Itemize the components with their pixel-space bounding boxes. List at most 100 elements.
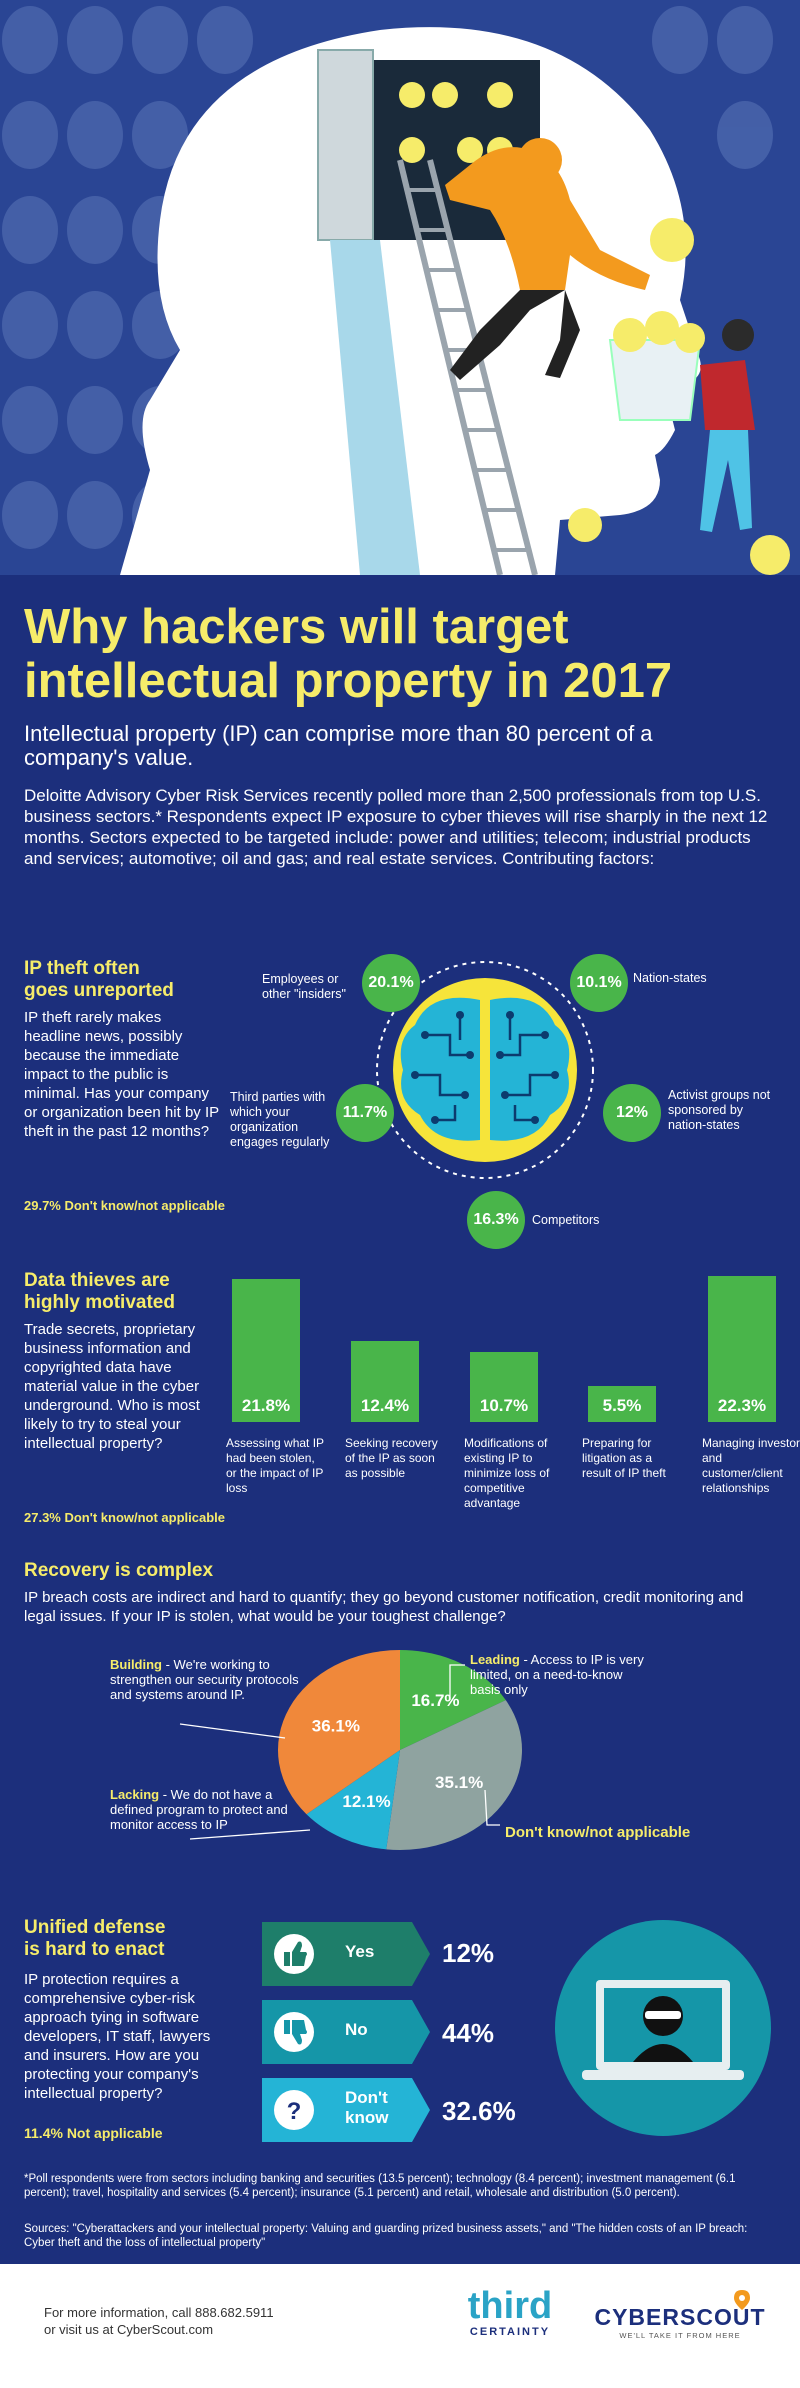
- pie-slice-label: 35.1%: [435, 1773, 483, 1792]
- pie-chart: 16.7% 35.1% 12.1% 36.1%: [278, 1650, 522, 1850]
- bar-value-label: 12.4%: [360, 1396, 410, 1415]
- bar-value-label: 21.8%: [241, 1396, 291, 1415]
- footer-contact-phone[interactable]: For more information, call 888.682.5911: [44, 2305, 274, 2320]
- legend-leading-title: Leading: [470, 1652, 520, 1667]
- footer-contact-website[interactable]: or visit us at CyberScout.com: [44, 2322, 214, 2337]
- third-certainty-logo-bottom: CERTAINTY: [469, 2326, 551, 2338]
- third-certainty-logo: third CERTAINTY: [460, 2286, 560, 2338]
- defense-title-line2: is hard to enact: [24, 1939, 165, 1960]
- bar: [708, 1276, 776, 1422]
- bar: [588, 1386, 656, 1422]
- cyberscout-logo-tagline: WE'LL TAKE IT FROM HERE: [619, 2331, 741, 2340]
- label-insiders: Employees or other "insiders": [262, 972, 346, 1001]
- cyberscout-logo-name: CYBERSCOUT: [594, 2304, 766, 2330]
- defense-row-dontknow-bg: ?: [262, 2078, 430, 2142]
- pie-slice-label: 36.1%: [312, 1716, 360, 1735]
- defense-row-no-bg: [262, 2000, 430, 2064]
- bar-category-label: Preparing for litigation as a result of …: [582, 1436, 666, 1480]
- defense-yes-label: Yes: [345, 1942, 375, 1961]
- motivated-title-line1: Data thieves are: [24, 1270, 170, 1291]
- bar: [351, 1341, 419, 1422]
- label-competitors: Competitors: [532, 1213, 600, 1227]
- footnote-poll: *Poll respondents were from sectors incl…: [24, 2173, 736, 2199]
- pie-leader-lines: [179, 1664, 500, 1840]
- svg-text:?: ?: [287, 2098, 302, 2125]
- defense-title: Unified defense is hard to enact: [24, 1917, 165, 1961]
- background-bulbs: [2, 6, 773, 549]
- ip-theft-note: 29.7% Don't know/not applicable: [24, 1198, 226, 1213]
- bar-value-label: 5.5%: [602, 1396, 642, 1415]
- recovery-body: IP breach costs are indirect and hard to…: [24, 1589, 744, 1625]
- bulb-icon: [650, 218, 694, 262]
- door-panel: [317, 49, 374, 241]
- motivated-body: Trade secrets, proprietary business info…: [24, 1321, 200, 1452]
- defense-body: IP protection requires a comprehensive c…: [24, 1971, 211, 2102]
- recovery-title: Recovery is complex: [24, 1560, 214, 1581]
- bar-category-label: Assessing what IP had been stolen, or th…: [226, 1436, 324, 1495]
- defense-dontknow-label: Don't know: [345, 2088, 388, 2128]
- footnote-sources: Sources: "Cyberattackers and your intell…: [24, 2223, 748, 2249]
- legend-dontknow: Don't know/not applicable: [505, 1824, 691, 1841]
- legend-building-title: Building: [110, 1657, 162, 1672]
- legend-leading-text: - Access to IP is very limited, on a nee…: [470, 1652, 644, 1697]
- label-third-parties: Third parties with which your organizati…: [230, 1090, 330, 1149]
- defense-dontknow-value: 32.6%: [442, 2096, 516, 2126]
- motivated-title: Data thieves are highly motivated: [24, 1270, 175, 1314]
- pct-third-parties: 11.7%: [336, 1084, 394, 1142]
- page-subtitle: Intellectual property (IP) can comprise …: [24, 721, 653, 770]
- hacker-laptop-icon: [555, 1920, 771, 2136]
- pct-insiders: 20.1%: [362, 954, 420, 1012]
- label-activists: Activist groups not sponsored by nation-…: [668, 1088, 771, 1132]
- defense-row-yes-bg: [262, 1922, 430, 1986]
- defense-dontknow-label-line2: know: [345, 2108, 389, 2127]
- stolen-bulbs: [399, 82, 513, 163]
- pie-slice: [386, 1700, 522, 1850]
- pct-competitors: 16.3%: [467, 1191, 525, 1249]
- pct-activists: 12%: [603, 1084, 661, 1142]
- bar-value-label: 22.3%: [717, 1396, 767, 1415]
- bar-value-label: 10.7%: [479, 1396, 529, 1415]
- pie-slice: [306, 1750, 400, 1850]
- ip-theft-title-line2: goes unreported: [24, 980, 174, 1001]
- light-beam: [330, 240, 420, 575]
- hero-illustration: [0, 0, 800, 575]
- thief-on-ladder: [445, 138, 650, 380]
- pie-slice-label: 16.7%: [411, 1691, 459, 1710]
- legend-lacking-text: - We do not have a defined program to pr…: [110, 1787, 288, 1832]
- defense-dontknow-label-line1: Don't: [345, 2088, 388, 2107]
- legend-building-text: - We're working to strengthen our securi…: [110, 1657, 299, 1702]
- bulb-icon: [750, 535, 790, 575]
- motivated-note: 27.3% Don't know/not applicable: [24, 1510, 226, 1525]
- ip-theft-title-line1: IP theft often: [24, 958, 140, 979]
- footer: For more information, call 888.682.5911 …: [0, 2264, 800, 2388]
- cyberscout-logo: CYBERSCOUT WE'LL TAKE IT FROM HERE: [580, 2304, 780, 2340]
- thief-with-bucket: [608, 311, 755, 532]
- defense-note: 11.4% Not applicable: [24, 2125, 163, 2141]
- pie-slice: [400, 1650, 506, 1750]
- legend-lacking-title: Lacking: [110, 1787, 160, 1802]
- bar-category-label: Modifications of existing IP to minimize…: [464, 1436, 550, 1510]
- pct-nation-states: 10.1%: [570, 954, 628, 1012]
- pie-slice: [278, 1650, 400, 1815]
- defense-no-value: 44%: [442, 2018, 495, 2048]
- motivated-title-line2: highly motivated: [24, 1292, 175, 1313]
- defense-yes-value: 12%: [442, 1938, 495, 1968]
- pie-slice-label: 12.1%: [342, 1792, 390, 1811]
- page-title: Why hackers will target intellectual pro…: [24, 600, 673, 708]
- third-certainty-logo-top: third: [467, 2285, 553, 2327]
- defense-no-label: No: [345, 2020, 368, 2039]
- bar: [232, 1279, 300, 1422]
- footer-contact: For more information, call 888.682.5911 …: [44, 2304, 274, 2338]
- legend-building: Building - We're working to strengthen o…: [110, 1657, 300, 1702]
- brain-graphic: [376, 961, 594, 1179]
- ip-theft-body: IP theft rarely makes headline news, pos…: [24, 1009, 219, 1140]
- label-nation-states: Nation-states: [633, 971, 707, 985]
- intro-text: Deloitte Advisory Cyber Risk Services re…: [24, 786, 768, 868]
- bar-category-label: Managing investor and customer/client re…: [702, 1436, 800, 1495]
- ip-theft-title: IP theft often goes unreported: [24, 958, 174, 1002]
- legend-leading: Leading - Access to IP is very limited, …: [470, 1652, 650, 1697]
- location-pin-icon: [734, 2290, 750, 2310]
- hero-art: [0, 0, 800, 575]
- legend-lacking: Lacking - We do not have a defined progr…: [110, 1787, 290, 1832]
- bulb-icon: [568, 508, 602, 542]
